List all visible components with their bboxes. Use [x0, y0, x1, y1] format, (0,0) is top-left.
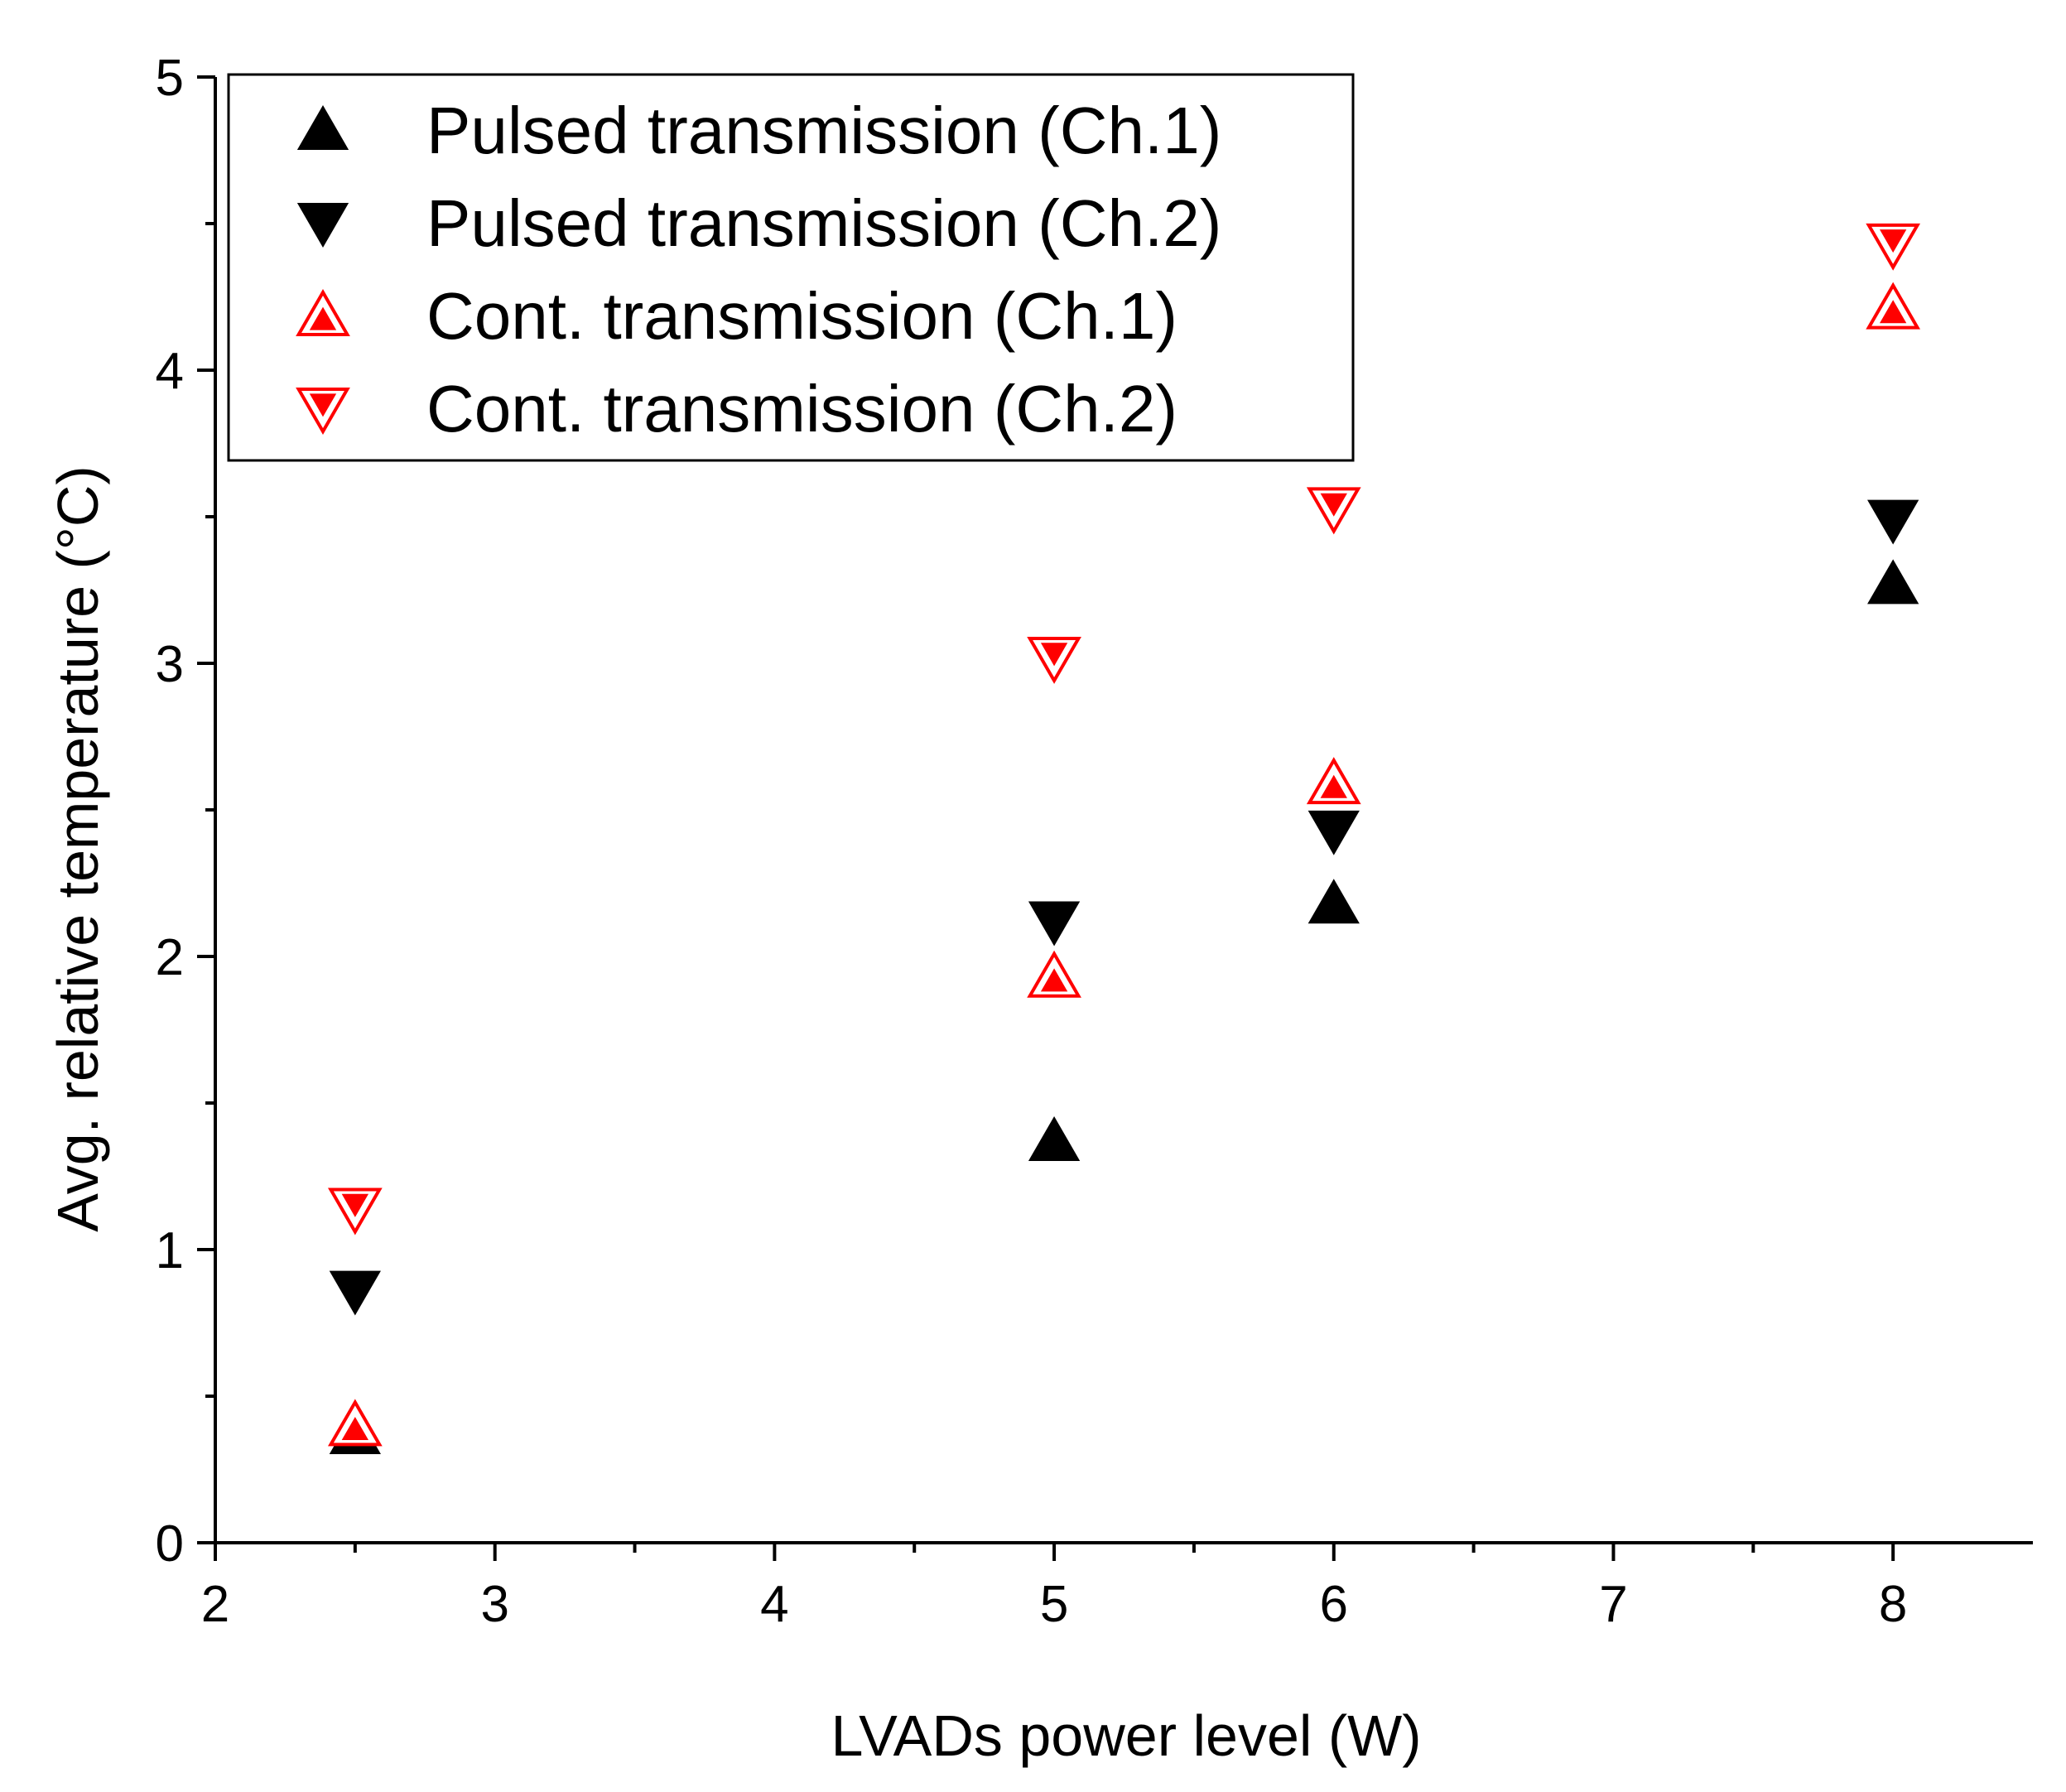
data-point	[1028, 901, 1081, 947]
legend-marker	[296, 104, 349, 150]
data-point	[1028, 1116, 1081, 1161]
legend-label: Cont. transmission (Ch.1)	[426, 279, 1177, 353]
y-tick-label: 1	[156, 1222, 184, 1279]
data-point	[1308, 879, 1360, 924]
data-point	[329, 1270, 381, 1316]
data-marks	[327, 223, 1921, 1454]
series-4	[327, 223, 1921, 1236]
x-tick-label: 7	[1599, 1576, 1627, 1633]
data-point-core	[1879, 300, 1907, 324]
legend-label: Cont. transmission (Ch.2)	[426, 372, 1177, 446]
data-point	[1866, 223, 1921, 271]
series-3	[327, 282, 1921, 1447]
series-2	[329, 499, 1919, 1316]
data-point-core	[1040, 643, 1068, 667]
legend-marker	[296, 388, 350, 436]
data-point	[1867, 499, 1919, 545]
x-tick-label: 8	[1879, 1576, 1907, 1633]
data-point	[1027, 636, 1081, 684]
data-point-core	[1320, 774, 1347, 798]
x-tick-label: 4	[760, 1576, 788, 1633]
data-point	[327, 1399, 383, 1447]
y-axis-title: Avg. relative temperature (°C)	[46, 465, 110, 1231]
data-point-core	[1320, 493, 1347, 517]
y-tick-label: 0	[156, 1515, 184, 1573]
y-tick-label: 2	[156, 929, 184, 986]
data-point-core	[1879, 229, 1907, 253]
data-point	[1867, 559, 1919, 605]
data-point	[327, 1187, 383, 1236]
y-tick-label: 3	[156, 636, 184, 693]
x-tick-label: 6	[1320, 1576, 1348, 1633]
legend-marker	[296, 203, 349, 248]
data-point-core	[1040, 968, 1068, 992]
data-point	[1027, 950, 1081, 998]
axes: 2 3 4 5 6 7 8 0 1 2 3 4 5	[156, 50, 2033, 1633]
data-point-core	[341, 1417, 369, 1441]
legend-box	[227, 73, 1355, 462]
legend-marker-core	[309, 393, 337, 417]
legend-label: Pulsed transmission (Ch.1)	[426, 94, 1221, 167]
x-tick-label: 3	[480, 1576, 508, 1633]
data-point	[1866, 282, 1921, 330]
legend: Pulsed transmission (Ch.1) Pulsed transmi…	[227, 73, 1355, 462]
legend-marker	[296, 288, 350, 336]
y-tick-label: 4	[156, 343, 184, 400]
data-point	[1308, 810, 1360, 855]
legend-label: Pulsed transmission (Ch.2)	[426, 186, 1221, 260]
legend-marker-core	[309, 306, 337, 330]
data-point-core	[341, 1193, 369, 1217]
x-tick-label: 2	[201, 1576, 229, 1633]
x-axis-title: LVADs power level (W)	[831, 1703, 1421, 1768]
x-tick-label: 5	[1040, 1576, 1068, 1633]
y-tick-label: 5	[156, 50, 184, 107]
data-point	[1306, 487, 1361, 535]
series-1	[329, 559, 1919, 1454]
data-point	[1306, 757, 1361, 805]
